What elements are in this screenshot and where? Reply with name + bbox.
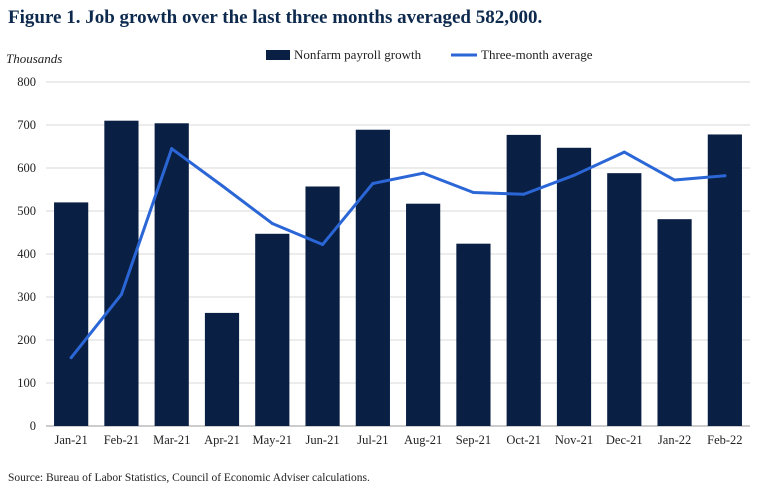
bar	[607, 173, 642, 426]
x-tick-label: Nov-21	[555, 433, 593, 447]
y-tick-label: 400	[17, 247, 36, 261]
line-point	[119, 292, 123, 296]
bar	[456, 243, 491, 426]
x-axis: Jan-21 Feb-21 Mar-21 Apr-21 May-21 Jun-21 Jul-…	[54, 433, 742, 447]
y-tick-label: 0	[30, 419, 36, 433]
x-tick-label: Oct-21	[506, 433, 541, 447]
legend-swatch-bar	[266, 50, 290, 60]
line-point	[421, 171, 425, 175]
bar	[154, 123, 189, 426]
line-point	[471, 191, 475, 195]
line-point	[572, 173, 576, 177]
legend: Nonfarm payroll growth Three-month averag…	[266, 47, 593, 62]
line-point	[69, 356, 73, 360]
bar	[54, 202, 89, 426]
line-series	[69, 147, 727, 360]
y-tick-label: 500	[17, 204, 36, 218]
bar	[204, 312, 240, 426]
x-tick-label: Feb-22	[707, 433, 742, 447]
x-tick-label: Apr-21	[204, 433, 240, 447]
x-tick-label: Jun-21	[306, 433, 340, 447]
y-tick-label: 100	[17, 376, 36, 390]
line-point	[371, 181, 375, 185]
bar	[255, 233, 290, 426]
bar	[707, 134, 742, 426]
x-tick-label: Aug-21	[404, 433, 442, 447]
x-tick-label: May-21	[252, 433, 292, 447]
legend-label: Three-month average	[481, 47, 593, 62]
line-point	[321, 243, 325, 247]
line-point	[220, 184, 224, 188]
x-tick-label: Dec-21	[606, 433, 643, 447]
line-point	[723, 174, 727, 178]
x-tick-label: Jul-21	[357, 433, 388, 447]
bar	[406, 203, 441, 426]
bar	[657, 219, 692, 426]
x-tick-label: Jan-22	[658, 433, 691, 447]
source-note: Source: Bureau of Labor Statistics, Coun…	[8, 472, 370, 484]
line-point	[170, 147, 174, 151]
y-tick-label: 200	[17, 333, 36, 347]
x-tick-label: Feb-21	[104, 433, 139, 447]
y-tick-label: 700	[17, 118, 36, 132]
x-tick-label: Sep-21	[456, 433, 491, 447]
legend-label: Nonfarm payroll growth	[294, 47, 422, 62]
x-tick-label: Mar-21	[153, 433, 190, 447]
figure-title: Figure 1. Job growth over the last three…	[8, 7, 543, 28]
line-point	[622, 150, 626, 154]
bar	[556, 147, 592, 427]
bar	[355, 129, 390, 427]
bar	[305, 186, 340, 426]
y-axis-unit-label: Thousands	[6, 51, 62, 66]
x-tick-label: Jan-21	[54, 433, 87, 447]
bar-series	[54, 120, 742, 427]
line-point	[270, 221, 274, 225]
bar	[506, 134, 541, 426]
line-point	[522, 192, 526, 196]
bar	[104, 120, 139, 426]
y-axis: 0 100 200 300 400 500 600 700 800	[17, 75, 36, 433]
three-month-average-line	[69, 147, 727, 360]
y-tick-label: 600	[17, 161, 36, 175]
gridlines	[46, 81, 750, 427]
y-tick-label: 800	[17, 75, 36, 89]
line-point	[673, 178, 677, 182]
y-tick-label: 300	[17, 290, 36, 304]
